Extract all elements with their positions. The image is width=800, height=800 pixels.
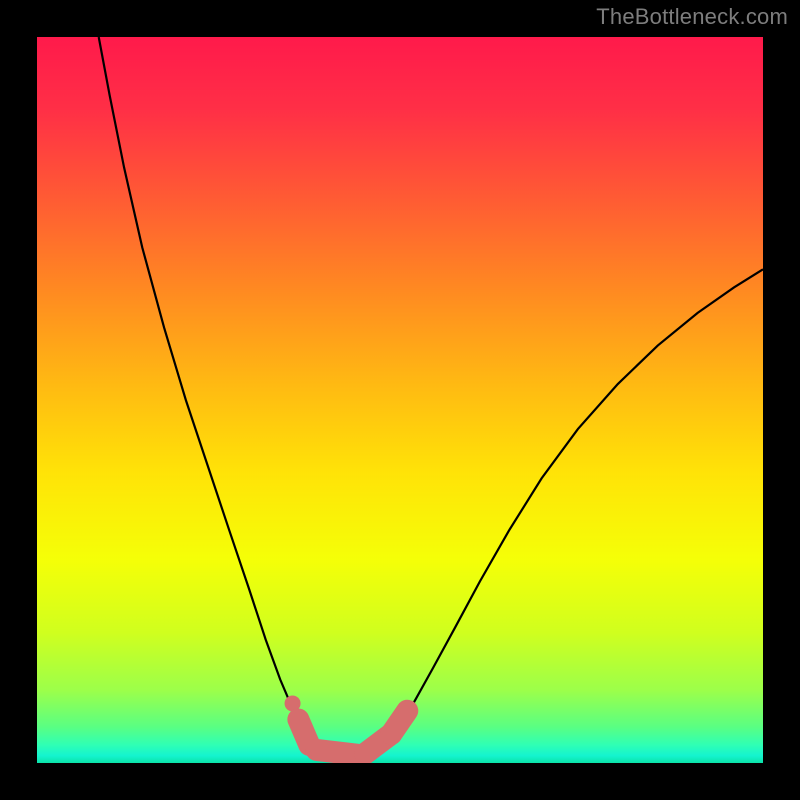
chart-container: TheBottleneck.com bbox=[0, 0, 800, 800]
highlight-segment bbox=[391, 711, 407, 734]
plot-background-gradient bbox=[37, 37, 763, 763]
highlight-segment bbox=[298, 719, 309, 744]
watermark-text: TheBottleneck.com bbox=[596, 4, 788, 30]
bottleneck-chart bbox=[0, 0, 800, 800]
highlight-segment bbox=[317, 750, 361, 755]
